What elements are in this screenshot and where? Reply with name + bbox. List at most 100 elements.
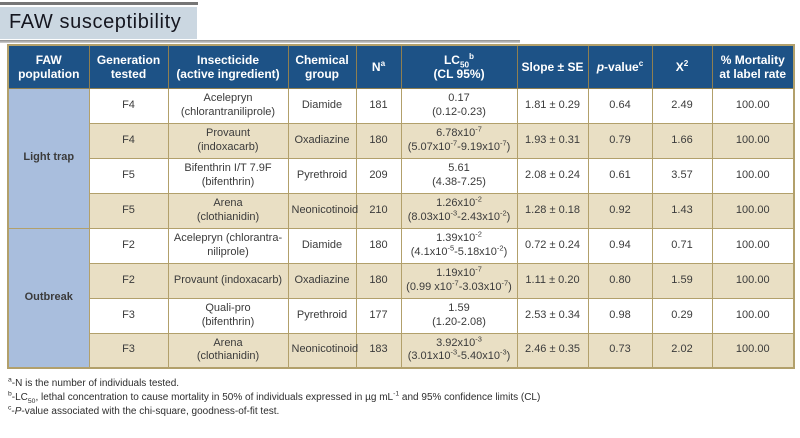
cell-chi-square: 0.29	[651, 297, 713, 334]
cell-chemical-group: Diamide	[287, 227, 357, 264]
cell-chemical-group: Oxadiazine	[287, 122, 357, 159]
cell-slope: 2.46 ± 0.35	[516, 332, 589, 369]
title-underline	[0, 40, 520, 43]
table-row: Outbreak F2 Acelepryn (chlorantra-nilipr…	[7, 227, 795, 369]
cell-chi-square: 0.71	[651, 227, 713, 264]
col-header-chi-square: X2	[651, 44, 713, 89]
cell-chemical-group: Oxadiazine	[287, 262, 357, 299]
cell-p-value: 0.79	[587, 122, 653, 159]
cell-mortality: 100.00	[711, 262, 795, 299]
top-rule	[0, 2, 198, 5]
cell-n: 180	[355, 122, 402, 159]
cell-insecticide: Quali-pro (bifenthrin)	[167, 297, 289, 334]
cell-mortality: 100.00	[711, 297, 795, 334]
cell-p-value: 0.61	[587, 157, 653, 194]
col-header-lc50: LC50b (CL 95%)	[400, 44, 518, 89]
cell-p-value: 0.98	[587, 297, 653, 334]
cell-p-value: 0.64	[587, 87, 653, 124]
cell-chi-square: 2.02	[651, 332, 713, 369]
cell-insecticide: Arena (clothianidin)	[167, 192, 289, 229]
cell-mortality: 100.00	[711, 332, 795, 369]
cell-insecticide: Bifenthrin I/T 7.9F (bifenthrin)	[167, 157, 289, 194]
cell-n: 177	[355, 297, 402, 334]
cell-slope: 1.11 ± 0.20	[516, 262, 589, 299]
cell-lc50: 3.92x10-3 (3.01x10-3-5.40x10-3)	[400, 332, 518, 369]
cell-generation: F5	[88, 157, 169, 194]
cell-insecticide: Provaunt (indoxacarb)	[167, 262, 289, 299]
header-row: FAW population Generation tested Insectici…	[7, 44, 795, 89]
group-cell-light-trap: Light trap	[7, 87, 90, 229]
cell-p-value: 0.92	[587, 192, 653, 229]
table-row: F4 Provaunt (indoxacarb) Oxadiazine 180 6…	[8, 122, 795, 159]
table-row: F3 Quali-pro (bifenthrin) Pyrethroid 177 …	[8, 297, 795, 334]
table-row: F5 Bifenthrin I/T 7.9F (bifenthrin) Pyret…	[8, 157, 795, 194]
cell-p-value: 0.94	[587, 227, 653, 264]
col-header-chemical-group: Chemical group	[287, 44, 357, 89]
cell-slope: 1.93 ± 0.31	[516, 122, 589, 159]
cell-insecticide: Acelepryn (chlorantraniliprole)	[167, 87, 289, 124]
footnote-b: b-LC50, lethal concentration to cause mo…	[8, 390, 541, 405]
cell-insecticide: Arena (clothianidin)	[167, 332, 289, 369]
cell-chemical-group: Neonicotinoid	[287, 192, 358, 229]
cell-slope: 0.72 ± 0.24	[516, 227, 589, 264]
col-header-generation-tested: Generation tested	[88, 44, 169, 89]
cell-lc50: 1.59 (1.20-2.08)	[400, 297, 518, 334]
cell-insecticide: Provaunt (indoxacarb)	[167, 122, 289, 159]
cell-chi-square: 3.57	[651, 157, 713, 194]
cell-lc50: 1.19x10-7 (0.99 x10-7-3.03x10-7)	[400, 262, 518, 299]
cell-generation: F4	[88, 87, 169, 124]
cell-n: 183	[355, 332, 402, 369]
cell-generation: F2	[88, 262, 169, 299]
footnotes: a-N is the number of individuals tested.…	[8, 377, 540, 418]
cell-lc50: 1.26x10-2 (8.03x10-3-2.43x10-2)	[400, 192, 518, 229]
cell-chi-square: 1.66	[651, 122, 713, 159]
cell-slope: 1.28 ± 0.18	[516, 192, 589, 229]
col-header-mortality: % Mortality at label rate	[711, 44, 795, 89]
cell-generation: F3	[88, 297, 169, 334]
cell-n: 180	[355, 262, 402, 299]
cell-lc50: 6.78x10-7 (5.07x10-7-9.19x10-7)	[400, 122, 518, 159]
cell-p-value: 0.80	[587, 262, 653, 299]
cell-chemical-group: Pyrethroid	[287, 157, 357, 194]
cell-mortality: 100.00	[711, 192, 795, 229]
cell-chemical-group: Neonicotinoid	[287, 332, 358, 369]
col-header-p-value: p-valuec	[587, 44, 653, 89]
cell-chi-square: 2.49	[651, 87, 713, 124]
col-header-insecticide: Insecticide (active ingredient)	[167, 44, 289, 89]
cell-p-value: 0.73	[587, 332, 653, 369]
col-header-slope-se: Slope ± SE	[516, 44, 589, 89]
cell-insecticide: Acelepryn (chlorantra-niliprole)	[167, 227, 289, 264]
table-row: F5 Arena (clothianidin) Neonicotinoid 210…	[8, 192, 795, 229]
susceptibility-table: FAW population Generation tested Insectici…	[7, 44, 795, 369]
cell-lc50: 1.39x10-2 (4.1x10-5-5.18x10-2)	[400, 227, 518, 264]
cell-chi-square: 1.43	[651, 192, 713, 229]
cell-mortality: 100.00	[711, 87, 795, 124]
cell-lc50: 5.61 (4.38-7.25)	[400, 157, 518, 194]
cell-chemical-group: Diamide	[287, 87, 357, 124]
cell-generation: F2	[88, 227, 169, 264]
cell-mortality: 100.00	[711, 227, 795, 264]
cell-mortality: 100.00	[711, 122, 795, 159]
cell-generation: F3	[88, 332, 169, 369]
footnote-c: c-P-value associated with the chi-square…	[8, 404, 280, 417]
cell-slope: 2.08 ± 0.24	[516, 157, 589, 194]
cell-slope: 1.81 ± 0.29	[516, 87, 589, 124]
group-cell-outbreak: Outbreak	[7, 227, 90, 369]
table-row: F2 Provaunt (indoxacarb) Oxadiazine 180 …	[8, 262, 795, 299]
footnote-a: a-N is the number of individuals tested.	[8, 376, 180, 389]
cell-chi-square: 1.59	[651, 262, 713, 299]
cell-generation: F5	[88, 192, 169, 229]
cell-mortality: 100.00	[711, 157, 795, 194]
cell-lc50: 0.17 (0.12-0.23)	[400, 87, 518, 124]
cell-n: 209	[355, 157, 402, 194]
cell-chemical-group: Pyrethroid	[287, 297, 357, 334]
col-header-faw-population: FAW population	[7, 44, 90, 89]
figure-title: FAW susceptibility	[0, 7, 198, 39]
table-row: Light trap F4 Acelepryn (chlorantranilipr…	[7, 87, 795, 229]
cell-generation: F4	[88, 122, 169, 159]
col-header-n: Na	[355, 44, 402, 89]
cell-n: 180	[355, 227, 402, 264]
cell-n: 210	[355, 192, 402, 229]
table-row: F3 Arena (clothianidin) Neonicotinoid 183…	[8, 332, 795, 369]
cell-slope: 2.53 ± 0.34	[516, 297, 589, 334]
